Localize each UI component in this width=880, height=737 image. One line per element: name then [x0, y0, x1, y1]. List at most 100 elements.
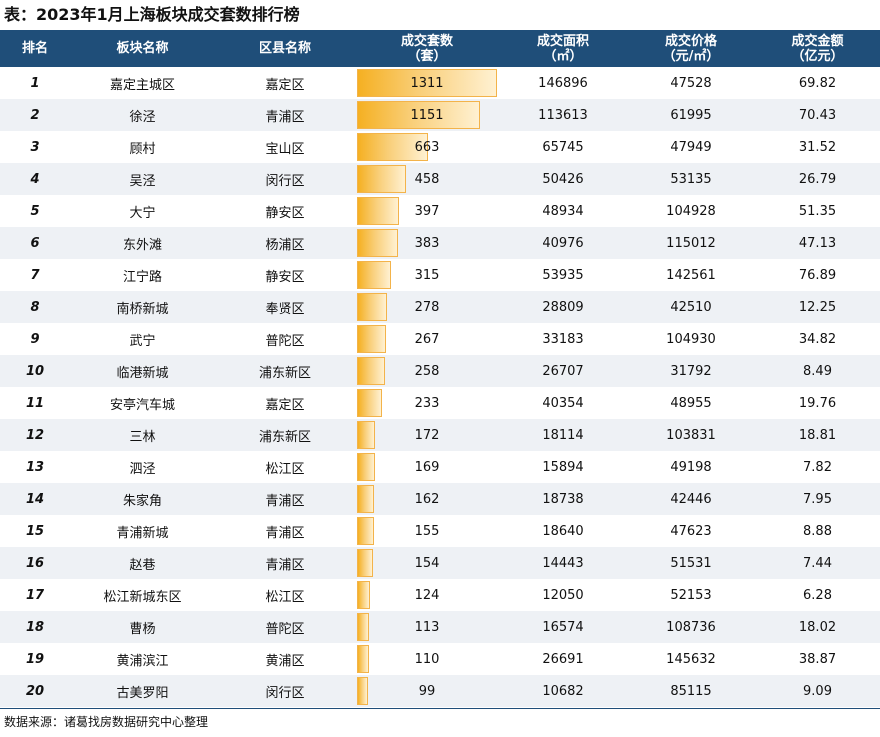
rank-cell: 9 [0, 323, 70, 355]
units-bar [357, 357, 385, 385]
block-name-cell: 青浦新城 [70, 515, 215, 547]
area-cell: 26707 [499, 355, 627, 387]
units-value: 267 [414, 331, 440, 347]
district-name-cell: 闵行区 [215, 163, 355, 195]
units-cell: 278 [355, 291, 499, 323]
block-name-cell: 大宁 [70, 195, 215, 227]
units-cell: 162 [355, 483, 499, 515]
area-cell: 33183 [499, 323, 627, 355]
header-price: 成交价格 （元/㎡） [627, 30, 755, 67]
area-cell: 40354 [499, 387, 627, 419]
block-name-cell: 嘉定主城区 [70, 67, 215, 99]
table-row: 3 顾村 宝山区 663 65745 47949 31.52 [0, 131, 880, 163]
block-name-cell: 安亭汽车城 [70, 387, 215, 419]
units-cell: 110 [355, 643, 499, 675]
amount-cell: 34.82 [755, 323, 880, 355]
district-name-cell: 奉贤区 [215, 291, 355, 323]
area-cell: 113613 [499, 99, 627, 131]
units-value: 233 [414, 395, 440, 411]
block-name-cell: 徐泾 [70, 99, 215, 131]
units-cell: 154 [355, 547, 499, 579]
block-name-cell: 朱家角 [70, 483, 215, 515]
district-name-cell: 浦东新区 [215, 419, 355, 451]
units-value: 258 [414, 363, 440, 379]
units-value: 99 [418, 683, 436, 699]
units-cell: 663 [355, 131, 499, 163]
units-bar [357, 485, 374, 513]
amount-cell: 51.35 [755, 195, 880, 227]
units-bar [357, 101, 480, 129]
rank-cell: 14 [0, 483, 70, 515]
block-name-cell: 三林 [70, 419, 215, 451]
district-name-cell: 宝山区 [215, 131, 355, 163]
district-name-cell: 静安区 [215, 195, 355, 227]
units-bar [357, 581, 370, 609]
price-cell: 42510 [627, 291, 755, 323]
district-name-cell: 杨浦区 [215, 227, 355, 259]
price-cell: 47623 [627, 515, 755, 547]
district-name-cell: 青浦区 [215, 547, 355, 579]
header-rank: 排名 [0, 30, 70, 67]
units-bar [357, 389, 382, 417]
price-cell: 48955 [627, 387, 755, 419]
units-cell: 113 [355, 611, 499, 643]
area-cell: 10682 [499, 675, 627, 707]
table-body: 1 嘉定主城区 嘉定区 1311 146896 47528 69.82 2 徐泾 青浦区 1151 1… [0, 67, 880, 707]
header-district: 区县名称 [215, 30, 355, 67]
units-bar [357, 549, 373, 577]
block-name-cell: 曹杨 [70, 611, 215, 643]
block-name-cell: 武宁 [70, 323, 215, 355]
table-row: 7 江宁路 静安区 315 53935 142561 76.89 [0, 259, 880, 291]
units-cell: 172 [355, 419, 499, 451]
block-name-cell: 临港新城 [70, 355, 215, 387]
units-value: 124 [414, 587, 440, 603]
block-name-cell: 江宁路 [70, 259, 215, 291]
amount-cell: 8.88 [755, 515, 880, 547]
units-cell: 1151 [355, 99, 499, 131]
block-name-cell: 松江新城东区 [70, 579, 215, 611]
amount-cell: 69.82 [755, 67, 880, 99]
district-name-cell: 青浦区 [215, 483, 355, 515]
rank-cell: 13 [0, 451, 70, 483]
table-row: 13 泗泾 松江区 169 15894 49198 7.82 [0, 451, 880, 483]
units-bar [357, 261, 391, 289]
header-amount: 成交金额 （亿元） [755, 30, 880, 67]
area-cell: 15894 [499, 451, 627, 483]
units-bar [357, 325, 386, 353]
area-cell: 26691 [499, 643, 627, 675]
rank-cell: 12 [0, 419, 70, 451]
area-cell: 14443 [499, 547, 627, 579]
units-value: 162 [414, 491, 440, 507]
price-cell: 49198 [627, 451, 755, 483]
units-bar [357, 453, 375, 481]
amount-cell: 9.09 [755, 675, 880, 707]
area-cell: 12050 [499, 579, 627, 611]
amount-cell: 6.28 [755, 579, 880, 611]
price-cell: 31792 [627, 355, 755, 387]
units-value: 1151 [410, 107, 444, 123]
block-name-cell: 顾村 [70, 131, 215, 163]
table-row: 19 黄浦滨江 黄浦区 110 26691 145632 38.87 [0, 643, 880, 675]
area-cell: 18640 [499, 515, 627, 547]
price-cell: 52153 [627, 579, 755, 611]
units-value: 155 [414, 523, 440, 539]
price-cell: 51531 [627, 547, 755, 579]
rank-cell: 7 [0, 259, 70, 291]
units-bar [357, 645, 369, 673]
rank-cell: 15 [0, 515, 70, 547]
header-area: 成交面积 （㎡） [499, 30, 627, 67]
block-name-cell: 赵巷 [70, 547, 215, 579]
price-cell: 115012 [627, 227, 755, 259]
rank-cell: 17 [0, 579, 70, 611]
table-row: 9 武宁 普陀区 267 33183 104930 34.82 [0, 323, 880, 355]
data-source: 数据来源：诸葛找房数据研究中心整理 [4, 715, 209, 729]
units-cell: 124 [355, 579, 499, 611]
units-value: 172 [414, 427, 440, 443]
units-bar [357, 517, 374, 545]
amount-cell: 76.89 [755, 259, 880, 291]
header-units: 成交套数 （套） [355, 30, 499, 67]
units-cell: 383 [355, 227, 499, 259]
table-row: 11 安亭汽车城 嘉定区 233 40354 48955 19.76 [0, 387, 880, 419]
area-cell: 16574 [499, 611, 627, 643]
rank-cell: 1 [0, 67, 70, 99]
